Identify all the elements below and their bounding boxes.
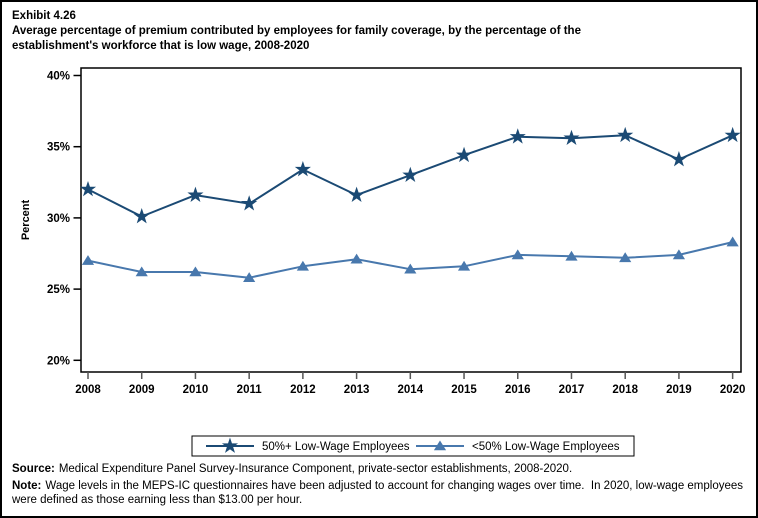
source-label: Source: bbox=[12, 463, 55, 475]
legend-marker-0 bbox=[221, 437, 239, 453]
y-tick-label: 30% bbox=[47, 213, 70, 225]
series-0-marker bbox=[724, 126, 741, 143]
legend-marker-1 bbox=[433, 440, 447, 451]
note-text: Wage levels in the MEPS-IC questionnaire… bbox=[12, 479, 747, 507]
source-text: Medical Expenditure Panel Survey-Insuran… bbox=[58, 463, 573, 475]
series-0-marker bbox=[402, 166, 419, 183]
x-tick-label: 2013 bbox=[344, 384, 370, 396]
x-tick-label: 2008 bbox=[75, 384, 101, 396]
series-1-marker bbox=[243, 272, 256, 283]
series-1-marker bbox=[457, 260, 471, 271]
series-1-marker bbox=[350, 253, 363, 264]
series-1-marker bbox=[135, 266, 148, 277]
series-0-marker bbox=[133, 208, 150, 224]
legend-label-1: <50% Low-Wage Employees bbox=[472, 441, 620, 453]
exhibit-number: Exhibit 4.26 bbox=[12, 10, 76, 22]
series-0-marker bbox=[294, 161, 311, 177]
series-1-marker bbox=[565, 250, 578, 261]
series-1-marker bbox=[511, 249, 524, 260]
y-tick-label: 35% bbox=[47, 142, 70, 154]
x-tick-label: 2018 bbox=[612, 384, 638, 396]
x-tick-label: 2017 bbox=[559, 384, 585, 396]
x-tick-label: 2012 bbox=[290, 384, 316, 396]
y-tick-label: 40% bbox=[47, 71, 70, 83]
series-0-marker bbox=[617, 126, 634, 143]
x-tick-label: 2020 bbox=[720, 384, 746, 396]
x-tick-label: 2015 bbox=[451, 384, 477, 396]
series-0-marker bbox=[563, 129, 580, 146]
y-tick-label: 25% bbox=[47, 284, 70, 296]
plot-frame bbox=[80, 67, 742, 373]
series-0-marker bbox=[509, 128, 526, 144]
source-line: Source: Medical Expenditure Panel Survey-… bbox=[12, 462, 752, 477]
x-tick-label: 2009 bbox=[129, 384, 155, 396]
series-0-marker bbox=[455, 146, 473, 163]
x-tick-label: 2016 bbox=[505, 384, 531, 396]
x-tick-label: 2011 bbox=[237, 384, 263, 396]
series-0-marker bbox=[79, 180, 97, 197]
series-0-marker bbox=[348, 186, 365, 202]
footnotes: Source: Medical Expenditure Panel Survey-… bbox=[12, 462, 752, 508]
y-tick-label: 20% bbox=[47, 355, 70, 367]
series-1-marker bbox=[726, 236, 739, 247]
series-0-marker bbox=[241, 195, 258, 211]
series-1-marker bbox=[296, 260, 309, 271]
series-0-marker bbox=[187, 186, 204, 202]
series-1-marker bbox=[81, 255, 95, 265]
series-1-marker bbox=[189, 266, 202, 277]
page-title-line-1: Average percentage of premium contribute… bbox=[12, 25, 581, 37]
note-line: Note: Wage levels in the MEPS-IC question… bbox=[12, 479, 752, 508]
x-tick-label: 2010 bbox=[183, 384, 209, 396]
x-tick-label: 2014 bbox=[398, 384, 424, 396]
line-chart: 20% 25% 30% 35% 40% Percent 2008 2009 2010 2011 20… bbox=[20, 67, 746, 457]
series-0-marker bbox=[670, 151, 687, 167]
note-label: Note: bbox=[12, 479, 42, 492]
x-tick-label: 2019 bbox=[666, 384, 692, 396]
series-1-marker bbox=[672, 249, 686, 260]
legend-label-0: 50%+ Low-Wage Employees bbox=[262, 441, 410, 453]
series-1-marker bbox=[404, 263, 417, 274]
legend-box bbox=[191, 435, 635, 457]
title-block: Exhibit 4.26 Average percentage of premi… bbox=[12, 9, 750, 54]
page-title-line-2: establishment's workforce that is low wa… bbox=[12, 40, 310, 52]
series-1-marker bbox=[619, 252, 632, 263]
y-axis-title: Percent bbox=[20, 199, 32, 240]
